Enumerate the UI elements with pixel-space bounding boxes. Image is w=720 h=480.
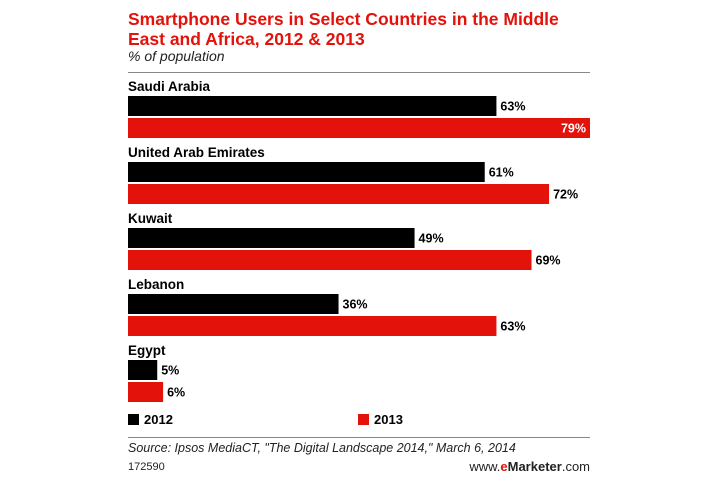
source-note: Source: Ipsos MediaCT, "The Digital Land… — [128, 441, 516, 455]
bar-saudi-arabia-2012 — [128, 96, 497, 116]
brand-e: e — [500, 459, 508, 474]
data-label-lebanon-2013: 63% — [500, 320, 525, 334]
bar-lebanon-2013 — [128, 316, 497, 336]
category-label-saudi-arabia: Saudi Arabia — [128, 79, 211, 94]
emarketer-logo[interactable]: www.eMarketer.com — [469, 459, 590, 474]
data-label-egypt-2013: 6% — [167, 386, 185, 400]
bar-egypt-2012 — [128, 360, 158, 380]
bar-saudi-arabia-2013 — [128, 118, 590, 138]
category-label-lebanon: Lebanon — [128, 277, 184, 292]
category-label-egypt: Egypt — [128, 343, 166, 358]
chart-subtitle: % of population — [128, 48, 225, 64]
top-divider — [128, 72, 590, 73]
bar-egypt-2013 — [128, 382, 164, 402]
data-label-united-arab-emirates-2013: 72% — [553, 188, 578, 202]
bar-lebanon-2012 — [128, 294, 339, 314]
data-label-saudi-arabia-2012: 63% — [500, 100, 525, 114]
data-label-united-arab-emirates-2012: 61% — [489, 166, 514, 180]
bottom-divider — [128, 437, 590, 438]
bar-chart: Saudi Arabia 63% 79% United Arab Emirates 61… — [128, 79, 590, 427]
data-label-kuwait-2013: 69% — [536, 254, 561, 268]
data-label-lebanon-2012: 36% — [343, 298, 368, 312]
data-label-saudi-arabia-2013: 79% — [561, 122, 586, 136]
brand-name: Marketer — [507, 459, 562, 474]
brand-prefix: www. — [469, 459, 501, 474]
legend-label-2013: 2013 — [374, 412, 403, 427]
brand-suffix: .com — [561, 459, 590, 474]
bar-kuwait-2013 — [128, 250, 532, 270]
legend-swatch-2012 — [128, 414, 139, 425]
chart-title: Smartphone Users in Select Countries in … — [128, 9, 559, 49]
data-label-kuwait-2012: 49% — [419, 232, 444, 246]
category-label-united-arab-emirates: United Arab Emirates — [128, 145, 265, 160]
chart-id: 172590 — [128, 461, 165, 473]
chart-frame: Smartphone Users in Select Countries in … — [118, 0, 600, 480]
data-label-egypt-2012: 5% — [161, 364, 179, 378]
category-label-kuwait: Kuwait — [128, 211, 173, 226]
bar-united-arab-emirates-2012 — [128, 162, 485, 182]
bar-united-arab-emirates-2013 — [128, 184, 550, 204]
bar-kuwait-2012 — [128, 228, 415, 248]
legend-swatch-2013 — [358, 414, 369, 425]
legend-label-2012: 2012 — [144, 412, 173, 427]
